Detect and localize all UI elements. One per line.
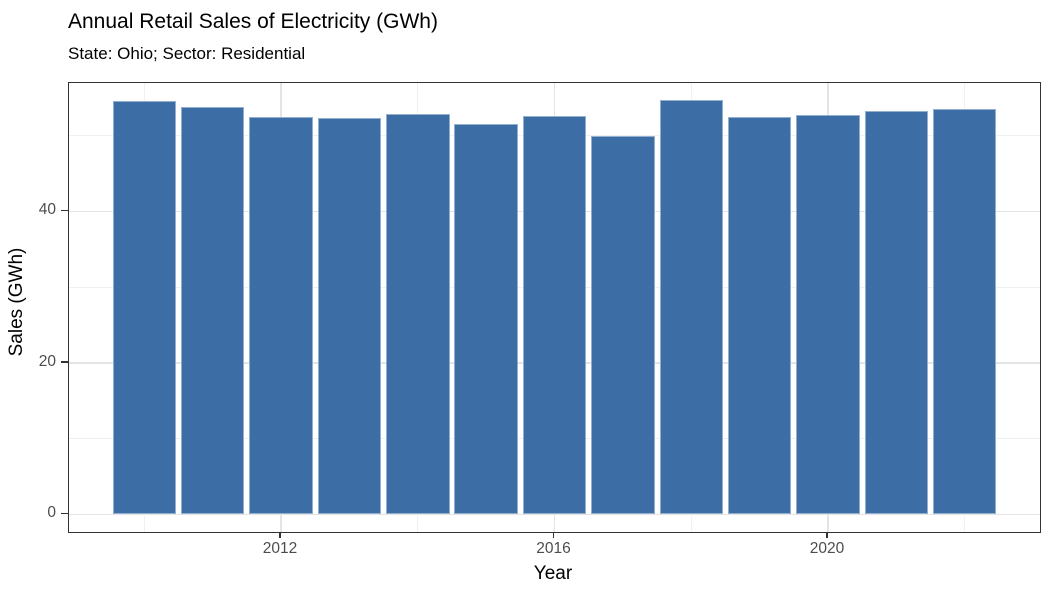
bar-2011 [180, 106, 245, 515]
y-tick-label: 20 [38, 352, 56, 370]
bar-2017 [591, 136, 655, 515]
bar-2021 [864, 110, 929, 515]
x-tick-label: 2016 [536, 540, 571, 557]
bar-2013 [317, 118, 382, 515]
bar-2020 [796, 115, 860, 515]
bar-2010 [112, 101, 177, 515]
x-axis-tick [552, 531, 555, 538]
bar-2014 [386, 114, 450, 515]
plot-panel [67, 81, 1041, 533]
y-axis-tick [61, 361, 68, 363]
bar-2012 [249, 117, 313, 515]
x-axis-tick [279, 531, 281, 538]
y-axis-title: Sales (GWh) [6, 247, 27, 357]
y-axis-tick [61, 512, 68, 515]
y-tick-label: 0 [47, 504, 56, 522]
bar-2019 [727, 117, 792, 515]
bar-2022 [932, 109, 997, 515]
bar-2016 [522, 115, 587, 515]
bar-2015 [454, 124, 518, 515]
x-axis-title: Year [533, 563, 573, 584]
x-axis-tick [826, 531, 828, 538]
bar-2018 [659, 99, 723, 515]
x-tick-label: 2012 [262, 540, 298, 557]
chart-title: Annual Retail Sales of Electricity (GWh) [68, 10, 438, 33]
y-axis-tick [61, 209, 68, 212]
chart-subtitle: State: Ohio; Sector: Residential [68, 44, 306, 63]
x-tick-label: 2020 [809, 540, 845, 557]
y-tick-label: 40 [38, 201, 56, 219]
